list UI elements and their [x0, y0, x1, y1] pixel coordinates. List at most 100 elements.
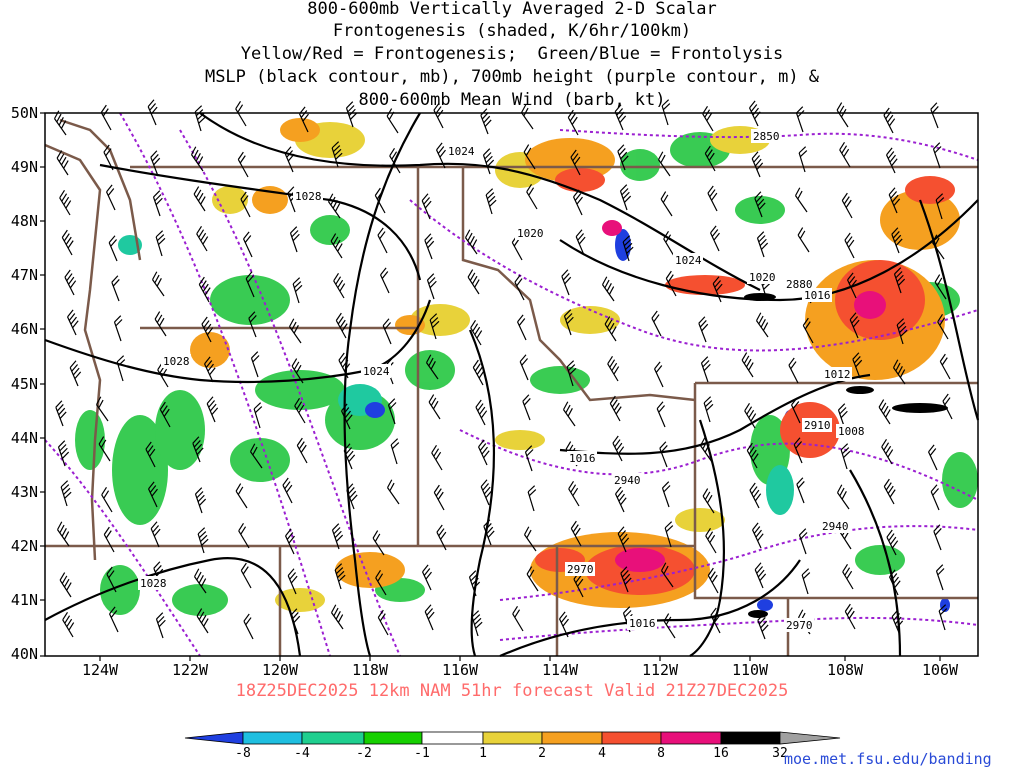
wind-barb [795, 187, 808, 213]
wind-barb [287, 568, 298, 595]
wind-barb [67, 309, 79, 336]
wind-barb [98, 436, 111, 462]
wind-barb [69, 360, 82, 387]
latitude-label: 47N [10, 266, 38, 284]
height-label: 2970 [786, 619, 813, 632]
wind-barb [196, 225, 209, 252]
wind-barb [607, 355, 620, 382]
wind-barb [847, 272, 857, 299]
wind-barb [109, 606, 119, 633]
wind-barb [55, 400, 67, 427]
wind-barb [193, 186, 206, 212]
wind-barb [103, 526, 115, 553]
longitude-label: 124W [81, 661, 119, 679]
mslp-label: 1028 [295, 190, 322, 203]
wind-barb [563, 401, 576, 427]
wind-barb [663, 613, 676, 639]
wind-barb [619, 184, 632, 211]
wind-barb [243, 231, 253, 258]
wind-barb [660, 191, 673, 217]
wind-barb [433, 484, 445, 511]
wind-barb [152, 271, 165, 297]
wind-barb [573, 189, 583, 216]
wind-barb [788, 357, 799, 384]
wind-barb [372, 530, 385, 556]
wind-barb [436, 142, 446, 169]
wind-barb [197, 527, 209, 554]
wind-barb [698, 316, 709, 343]
longitude-label: 114W [541, 661, 579, 679]
wind-barb [289, 226, 300, 253]
wind-barb [240, 191, 251, 218]
wind-barb [194, 568, 207, 594]
wind-barb [426, 354, 439, 380]
wind-barb [889, 569, 901, 596]
wind-barb [331, 523, 344, 550]
wind-barb [60, 480, 72, 507]
wind-barb [428, 394, 441, 420]
wind-barb [842, 563, 854, 590]
wind-barb [568, 480, 580, 507]
wind-barb [475, 399, 488, 426]
wind-barbs [54, 99, 953, 640]
wind-barb [526, 566, 539, 592]
wind-barb [54, 110, 67, 136]
wind-barb [472, 359, 485, 386]
colorbar-label: -2 [356, 746, 372, 761]
longitude-label: 112W [641, 661, 679, 679]
colorbar-label: 32 [772, 746, 788, 761]
wind-barb [436, 524, 447, 551]
wind-barb [791, 397, 801, 424]
wind-barb [524, 445, 534, 472]
wind-barb [939, 353, 951, 380]
wind-barb [935, 193, 945, 220]
wind-barb [284, 146, 295, 173]
wind-barb [757, 613, 769, 640]
wind-barb [661, 481, 671, 508]
longitude-label: 108W [826, 661, 864, 679]
wind-barb [622, 235, 634, 262]
mslp-label: 1016 [804, 289, 831, 302]
wind-barb [928, 444, 938, 471]
wind-barb [752, 522, 764, 549]
credit-link[interactable]: moe.met.fsu.edu/banding [784, 750, 992, 768]
wind-barb [930, 484, 940, 511]
height-label: 2940 [822, 520, 849, 533]
wind-barb [470, 319, 483, 346]
colorbar [184, 731, 841, 745]
wind-barb [478, 439, 490, 466]
wind-barb [802, 317, 814, 344]
wind-barb [250, 351, 260, 378]
wind-barb [570, 149, 581, 176]
wind-barb [702, 488, 715, 514]
colorbar-label: 1 [479, 746, 487, 761]
latitude-label: 43N [10, 483, 38, 501]
mslp-label: 1016 [569, 452, 596, 465]
wind-barb [237, 151, 249, 178]
mslp-label: 1020 [749, 271, 776, 284]
wind-barb [343, 443, 356, 470]
wind-barb [390, 438, 400, 465]
wind-barb [661, 99, 671, 126]
wind-barb [612, 435, 625, 462]
longitude-label: 110W [731, 661, 769, 679]
wind-barb [749, 100, 761, 127]
wind-barb [566, 360, 577, 387]
wind-barb [243, 613, 254, 640]
wind-barb [896, 318, 908, 345]
wind-barb [756, 312, 769, 338]
wind-barb [700, 356, 711, 383]
wind-barb [751, 151, 764, 178]
wind-barb [253, 402, 263, 429]
wind-barb [617, 144, 629, 171]
wind-barb [754, 191, 766, 218]
wind-barb [106, 184, 116, 211]
wind-barb [335, 312, 348, 339]
wind-barb [754, 562, 767, 589]
wind-barb [620, 566, 632, 593]
latitude-label: 41N [10, 591, 38, 609]
wind-barb [240, 562, 252, 589]
wind-barb [705, 527, 717, 554]
mslp-label: 1028 [163, 355, 190, 368]
wind-barb [559, 611, 569, 638]
